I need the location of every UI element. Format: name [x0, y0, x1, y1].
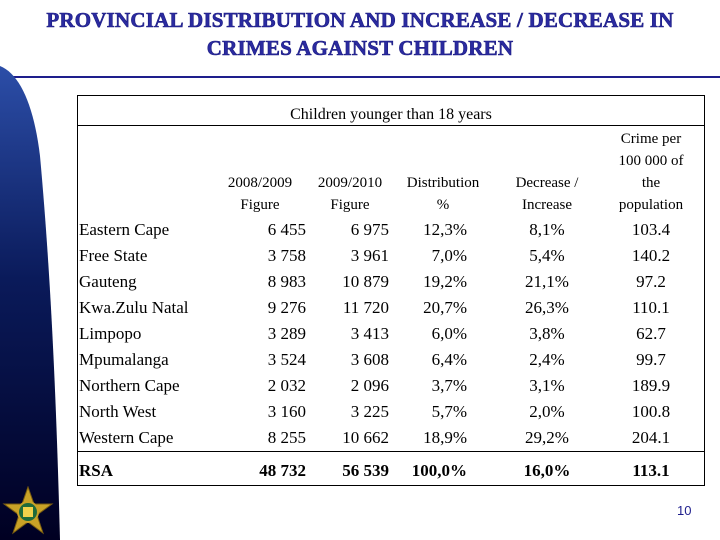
cell-crime-per-100000: 204.1	[631, 428, 671, 447]
cell-distribution: 7,0%	[431, 246, 467, 265]
cell-2009-figure: 11 720	[342, 298, 389, 317]
cell-decrease-increase: 16,0%	[523, 461, 571, 480]
cell-2009-figure: 56 539	[342, 461, 389, 480]
cell-distribution: 20,7%	[423, 298, 467, 317]
cell-2009-figure: 3 413	[350, 324, 389, 343]
cell-crime-per-100000: 110.1	[632, 298, 670, 317]
cell-distribution: 19,2%	[423, 272, 467, 291]
cell-2009-figure: 3 608	[350, 350, 389, 369]
cell-2008-figure: 3 289	[267, 324, 306, 343]
slide-title-line-1: PROVINCIAL DISTRIBUTION AND INCREASE / D…	[46, 8, 674, 33]
cell-2009-figure: 2 096	[350, 376, 389, 395]
cell-2008-figure: 8 983	[267, 272, 306, 291]
cell-2009-figure: 3 961	[350, 246, 389, 265]
slide-title: PROVINCIAL DISTRIBUTION AND INCREASE / D…	[0, 6, 720, 62]
cell-province: Mpumalanga	[79, 350, 169, 369]
cell-decrease-increase: 21,1%	[525, 272, 569, 291]
cell-2009-figure: 3 225	[350, 402, 389, 421]
cell-decrease-increase: 8,1%	[529, 220, 565, 239]
cell-2008-figure: 3 160	[267, 402, 306, 421]
cell-crime-per-100000: 103.4	[631, 220, 671, 239]
cell-2009-figure: 10 662	[342, 428, 389, 447]
cell-distribution: 3,7%	[431, 376, 467, 395]
cell-province: Northern Cape	[79, 376, 180, 395]
cell-2008-figure: 48 732	[259, 461, 306, 480]
cell-2008-figure: 6 455	[267, 220, 306, 239]
saps-star-emblem-icon	[2, 486, 54, 535]
caption-divider	[77, 125, 704, 126]
cell-distribution: 100,0%	[411, 461, 467, 480]
cell-decrease-increase: 2,0%	[529, 402, 565, 421]
cell-province: Gauteng	[79, 272, 137, 291]
cell-2008-figure: 8 255	[267, 428, 306, 447]
cell-province: RSA	[79, 461, 114, 480]
cell-decrease-increase: 26,3%	[525, 298, 569, 317]
cell-decrease-increase: 3,8%	[529, 324, 565, 343]
page-number: 10	[677, 503, 692, 518]
cell-crime-per-100000: 62.7	[636, 324, 666, 343]
cell-2009-figure: 10 879	[342, 272, 389, 291]
cell-decrease-increase: 29,2%	[525, 428, 569, 447]
header-crime-per-100000: Crime per 100 000 of the population	[618, 131, 684, 213]
cell-province: Kwa.Zulu Natal	[79, 298, 189, 317]
cell-2009-figure: 6 975	[350, 220, 389, 239]
cell-distribution: 6,4%	[431, 350, 467, 369]
cell-2008-figure: 3 758	[267, 246, 306, 265]
cell-province: Eastern Cape	[79, 220, 170, 239]
cell-province: Free State	[79, 246, 148, 265]
table-caption: Children younger than 18 years	[290, 106, 492, 123]
cell-province: North West	[79, 402, 157, 421]
cell-province: Limpopo	[79, 324, 142, 343]
cell-decrease-increase: 3,1%	[529, 376, 565, 395]
header-2008-2009: 2008/2009 Figure	[227, 175, 293, 213]
cell-2008-figure: 3 524	[267, 350, 306, 369]
cell-decrease-increase: 2,4%	[529, 350, 565, 369]
cell-crime-per-100000: 100.8	[631, 402, 671, 421]
header-decrease-increase: Decrease / Increase	[515, 175, 579, 213]
cell-2008-figure: 2 032	[267, 376, 306, 395]
title-rule	[0, 76, 720, 78]
crime-table	[77, 95, 705, 486]
cell-crime-per-100000: 99.7	[636, 350, 666, 369]
cell-decrease-increase: 5,4%	[529, 246, 565, 265]
cell-distribution: 5,7%	[431, 402, 467, 421]
cell-2008-figure: 9 276	[267, 298, 306, 317]
cell-distribution: 12,3%	[423, 220, 467, 239]
cell-crime-per-100000: 140.2	[631, 246, 671, 265]
sidebar-swoosh	[0, 66, 60, 540]
total-divider	[77, 451, 704, 452]
slide-title-line-2: CRIMES AGAINST CHILDREN	[206, 36, 514, 61]
cell-distribution: 18,9%	[423, 428, 467, 447]
cell-crime-per-100000: 97.2	[636, 272, 666, 291]
cell-crime-per-100000: 113.1	[632, 461, 670, 480]
cell-province: Western Cape	[79, 428, 174, 447]
cell-distribution: 6,0%	[431, 324, 467, 343]
cell-crime-per-100000: 189.9	[631, 376, 671, 395]
header-distribution: Distribution%	[406, 175, 480, 213]
header-2009-2010: 2009/2010 Figure	[317, 175, 383, 213]
